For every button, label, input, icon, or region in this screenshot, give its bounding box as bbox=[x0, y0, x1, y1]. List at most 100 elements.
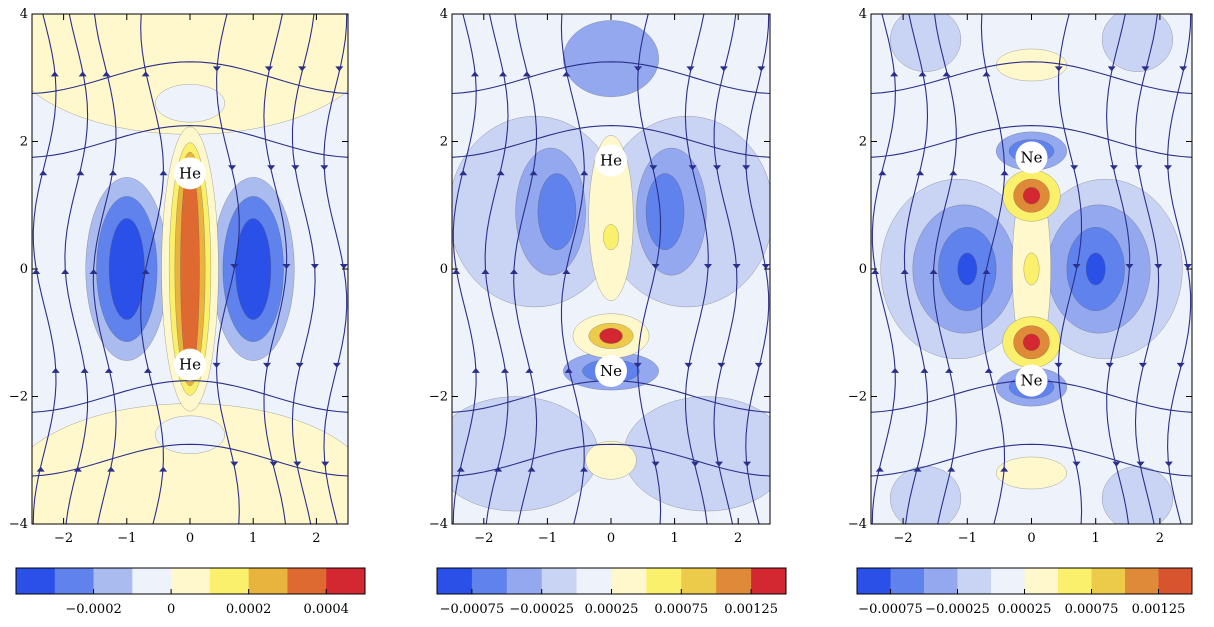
stream-arrow bbox=[686, 66, 695, 72]
stream-arrow bbox=[264, 66, 273, 72]
stream-arrow bbox=[871, 269, 880, 274]
colorbar-swatch bbox=[326, 568, 366, 594]
contour-region bbox=[1101, 466, 1173, 524]
colorbar-swatch bbox=[1158, 568, 1193, 594]
stream-arrow bbox=[918, 71, 927, 77]
stream-arrow bbox=[649, 165, 658, 171]
stream-arrow bbox=[715, 461, 724, 467]
colorbar-tick-label: 0.0004 bbox=[303, 602, 349, 617]
atom-marker bbox=[174, 348, 206, 381]
streamline bbox=[871, 61, 1192, 95]
y-tick-label: −4 bbox=[429, 517, 448, 532]
y-tick-label: 0 bbox=[440, 262, 448, 277]
stream-arrow bbox=[982, 269, 991, 274]
stream-arrow bbox=[1054, 66, 1063, 72]
stream-arrow bbox=[1134, 165, 1143, 171]
contour-region bbox=[890, 466, 962, 524]
streamline bbox=[513, 14, 538, 524]
colorbar-swatch bbox=[437, 568, 473, 594]
stream-arrow bbox=[282, 264, 291, 269]
contour-region bbox=[599, 328, 623, 344]
streamline bbox=[484, 14, 509, 524]
colorbar-tick-label: −0.00075 bbox=[440, 602, 505, 617]
colorbar-swatch bbox=[209, 568, 249, 594]
stream-arrow bbox=[929, 269, 938, 274]
contour-region bbox=[563, 20, 659, 98]
stream-arrow bbox=[230, 461, 239, 467]
streamlines bbox=[452, 14, 770, 524]
x-tick-label: 0 bbox=[1027, 531, 1035, 546]
stream-arrow bbox=[108, 170, 117, 176]
stream-arrow bbox=[228, 165, 237, 171]
stream-arrow bbox=[1183, 264, 1192, 269]
colorbar-swatch bbox=[287, 568, 327, 594]
colorbar: −0.0002 0 0.0002 0.0004 bbox=[15, 567, 366, 617]
colorbar-tick-label: 0.00025 bbox=[585, 602, 639, 617]
stream-arrow bbox=[651, 461, 660, 467]
contour-region bbox=[585, 440, 637, 480]
y-tick-label: 2 bbox=[440, 135, 448, 150]
stream-arrow bbox=[891, 367, 900, 373]
streamline bbox=[452, 61, 770, 95]
stream-arrow bbox=[916, 170, 925, 176]
x-tick-label: −2 bbox=[894, 531, 913, 546]
streamline bbox=[637, 14, 662, 524]
stream-arrow bbox=[212, 362, 221, 368]
colorbar-swatch bbox=[957, 568, 992, 594]
streamline bbox=[1057, 14, 1083, 524]
colorbar-tick-label: −0.00025 bbox=[509, 602, 574, 617]
streamline bbox=[452, 125, 770, 158]
colorbar-swatch bbox=[611, 568, 647, 594]
y-tick-label: −4 bbox=[9, 517, 28, 532]
atom-marker bbox=[595, 355, 627, 387]
colorbar-swatch bbox=[54, 568, 94, 594]
colorbar-swatch bbox=[681, 568, 717, 594]
stream-arrow bbox=[945, 367, 954, 373]
stream-arrow bbox=[1125, 264, 1134, 269]
y-tick-label: −2 bbox=[9, 390, 28, 405]
panel-2: He Ne −2 −1 0 1 2 −4 −2 0 2 4 −0.00075 −0.00025 0.0002… bbox=[429, 7, 787, 617]
colorbar-swatch bbox=[857, 568, 891, 594]
stream-arrow bbox=[267, 165, 276, 171]
contour-region bbox=[1101, 14, 1173, 72]
stream-arrow bbox=[691, 461, 700, 467]
contour-region bbox=[537, 173, 577, 251]
streamline bbox=[216, 14, 240, 524]
contour-region bbox=[588, 135, 634, 301]
stream-arrow bbox=[500, 367, 509, 373]
atom-marker bbox=[1015, 141, 1048, 174]
x-tick-label: 2 bbox=[734, 531, 742, 546]
atom-marker bbox=[1015, 364, 1048, 397]
streamline bbox=[1134, 14, 1160, 524]
stream-arrow bbox=[949, 170, 958, 176]
colorbar-swatch bbox=[541, 568, 577, 594]
stream-arrow bbox=[496, 170, 505, 176]
stream-arrow bbox=[332, 362, 341, 368]
x-tick-label: 2 bbox=[312, 531, 320, 546]
colorbar-swatch bbox=[1125, 568, 1159, 594]
x-tick-label: −2 bbox=[474, 531, 493, 546]
colorbar-tick-label: −0.00075 bbox=[858, 602, 923, 617]
stream-arrow bbox=[742, 165, 751, 171]
stream-arrow bbox=[1136, 461, 1145, 467]
stream-arrow bbox=[1109, 165, 1118, 171]
stream-arrow bbox=[339, 264, 348, 269]
stream-arrow bbox=[1138, 362, 1147, 368]
stream-arrow bbox=[1072, 264, 1081, 269]
colorbar-tick-label: 0.00125 bbox=[724, 602, 778, 617]
stream-arrow bbox=[651, 264, 660, 269]
contour-region bbox=[645, 173, 685, 251]
atom-label: Ne bbox=[1020, 372, 1042, 390]
contour-region bbox=[957, 252, 978, 286]
stream-arrow bbox=[102, 71, 111, 77]
stream-arrow bbox=[1105, 362, 1114, 368]
stream-arrow bbox=[1072, 461, 1081, 467]
stream-arrow bbox=[107, 466, 116, 472]
x-tick-label: 0 bbox=[186, 531, 194, 546]
panel-3: Ne Ne −2 −1 0 1 2 −4 −2 0 2 4 −0.00075 −0.00025 0.0002… bbox=[848, 7, 1193, 617]
stream-arrow bbox=[704, 264, 713, 269]
contour-region bbox=[108, 218, 145, 320]
y-tick-label: −2 bbox=[848, 390, 867, 405]
colorbar-tick-label: 0.00025 bbox=[998, 602, 1052, 617]
contour-region bbox=[1022, 333, 1041, 351]
